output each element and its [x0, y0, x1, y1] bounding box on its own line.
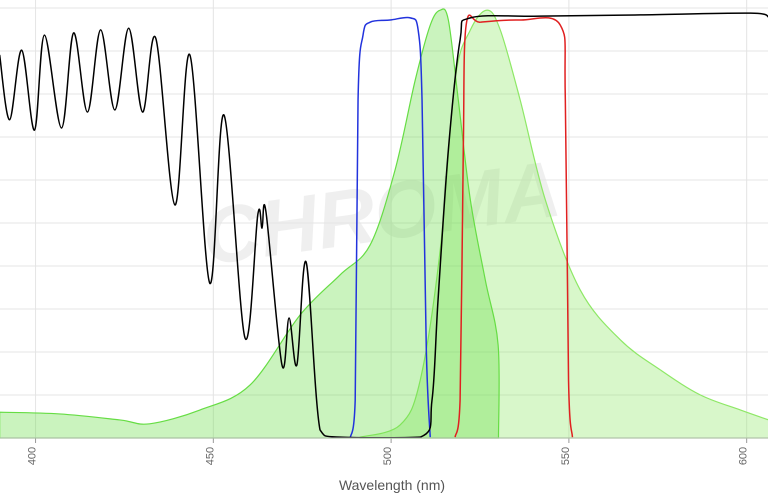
spectrum-area — [0, 8, 500, 439]
spectrum-area — [359, 9, 768, 439]
x-tick-label: 550 — [560, 447, 572, 465]
x-tick-label: 600 — [738, 447, 750, 465]
x-axis-title: Wavelength (nm) — [339, 477, 445, 493]
x-tick-label: 450 — [204, 447, 216, 465]
x-tick-label: 400 — [27, 447, 39, 465]
spectrum-line — [0, 12, 768, 439]
spectrum-line — [349, 16, 431, 439]
x-tick-label: 500 — [382, 447, 394, 465]
spectrum-line — [454, 14, 574, 438]
plot — [0, 0, 768, 443]
